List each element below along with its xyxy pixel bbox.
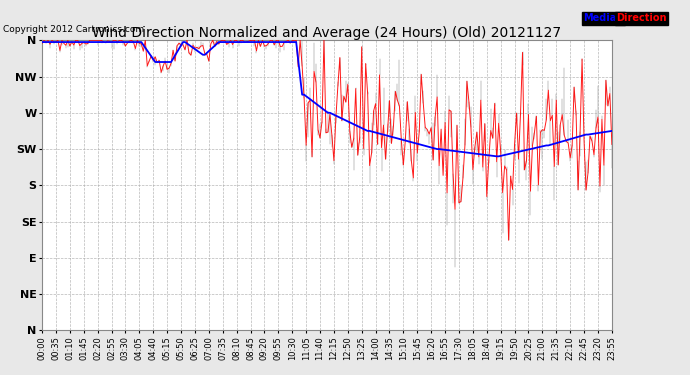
Title: Wind Direction Normalized and Average (24 Hours) (Old) 20121127: Wind Direction Normalized and Average (2… (92, 26, 562, 40)
Text: Median: Median (583, 13, 623, 23)
Text: Copyright 2012 Cartronics.com: Copyright 2012 Cartronics.com (3, 25, 145, 34)
Text: Direction: Direction (616, 13, 667, 23)
